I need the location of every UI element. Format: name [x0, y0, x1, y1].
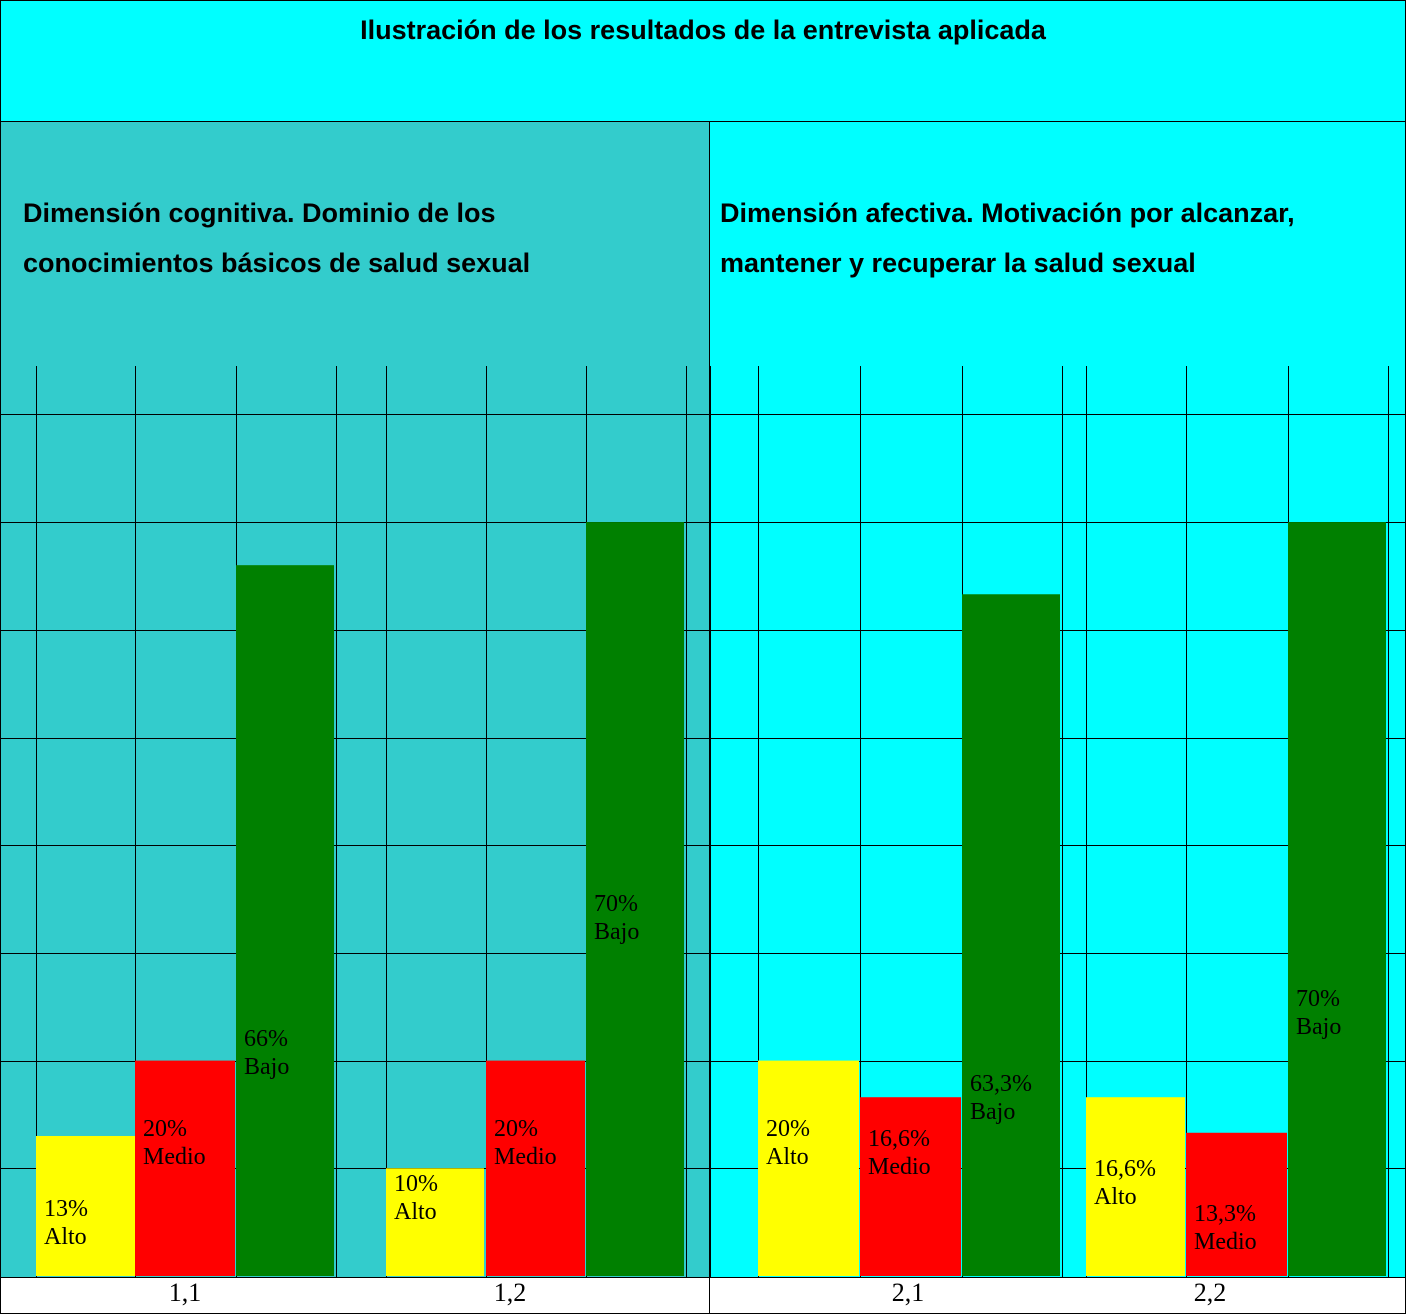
chart-title: Ilustración de los resultados de la entr…	[360, 15, 1046, 45]
bar-medio	[860, 1097, 961, 1276]
bar-alto	[36, 1135, 135, 1276]
data-label-level: Bajo	[244, 1054, 289, 1080]
bar-bajo	[1288, 522, 1386, 1276]
panel-heading-line: mantener y recuperar la salud sexual	[720, 248, 1196, 278]
data-label-value: 70%	[594, 891, 638, 917]
bar-medio	[486, 1060, 585, 1276]
bar-medio	[1186, 1132, 1287, 1276]
category-label: 2,1	[891, 1278, 925, 1307]
panel-heading-line: Dimensión afectiva. Motivación por alcan…	[720, 198, 1295, 228]
data-label-level: Bajo	[1296, 1014, 1341, 1040]
data-label-value: 20%	[766, 1116, 810, 1142]
category-label: 1,1	[168, 1278, 202, 1307]
panel-heading-line: Dimensión cognitiva. Dominio de los	[23, 198, 496, 228]
data-label-level: Medio	[1194, 1229, 1257, 1255]
data-label-level: Medio	[143, 1144, 206, 1170]
data-label-value: 13%	[44, 1196, 88, 1222]
data-label-value: 20%	[143, 1116, 187, 1142]
category-label: 2,2	[1193, 1278, 1227, 1307]
data-label-level: Alto	[1094, 1184, 1137, 1210]
bar-alto	[758, 1060, 859, 1276]
data-label-level: Medio	[868, 1154, 931, 1180]
data-label-value: 16,6%	[1094, 1156, 1156, 1182]
data-label-level: Alto	[766, 1144, 809, 1170]
data-label-value: 16,6%	[868, 1126, 930, 1152]
bar-bajo	[586, 522, 684, 1276]
data-label-level: Medio	[494, 1144, 557, 1170]
panel-heading-line: conocimientos básicos de salud sexual	[23, 248, 531, 278]
data-label-level: Bajo	[970, 1099, 1015, 1125]
data-label-value: 20%	[494, 1116, 538, 1142]
bar-alto	[386, 1168, 484, 1276]
data-label-level: Bajo	[594, 919, 639, 945]
data-label-value: 63,3%	[970, 1071, 1032, 1097]
bar-bajo	[962, 594, 1060, 1276]
bar-bajo	[236, 565, 334, 1276]
data-label-value: 70%	[1296, 986, 1340, 1012]
category-axis-left	[0, 1277, 710, 1314]
data-label-value: 66%	[244, 1026, 288, 1052]
category-label: 1,2	[493, 1278, 527, 1307]
bar-alto	[1086, 1097, 1185, 1276]
bar-medio	[135, 1060, 235, 1276]
data-label-level: Alto	[394, 1199, 437, 1225]
data-label-value: 13,3%	[1194, 1201, 1256, 1227]
data-label-level: Alto	[44, 1224, 87, 1250]
category-axis-right	[709, 1277, 1406, 1314]
panel-heading-affective: Dimensión afectiva. Motivación por alcan…	[709, 121, 1406, 367]
chart-title-cell: Ilustración de los resultados de la entr…	[0, 0, 1406, 122]
data-label-value: 10%	[394, 1171, 438, 1197]
panel-heading-cognitive: Dimensión cognitiva. Dominio de los cono…	[0, 121, 710, 367]
